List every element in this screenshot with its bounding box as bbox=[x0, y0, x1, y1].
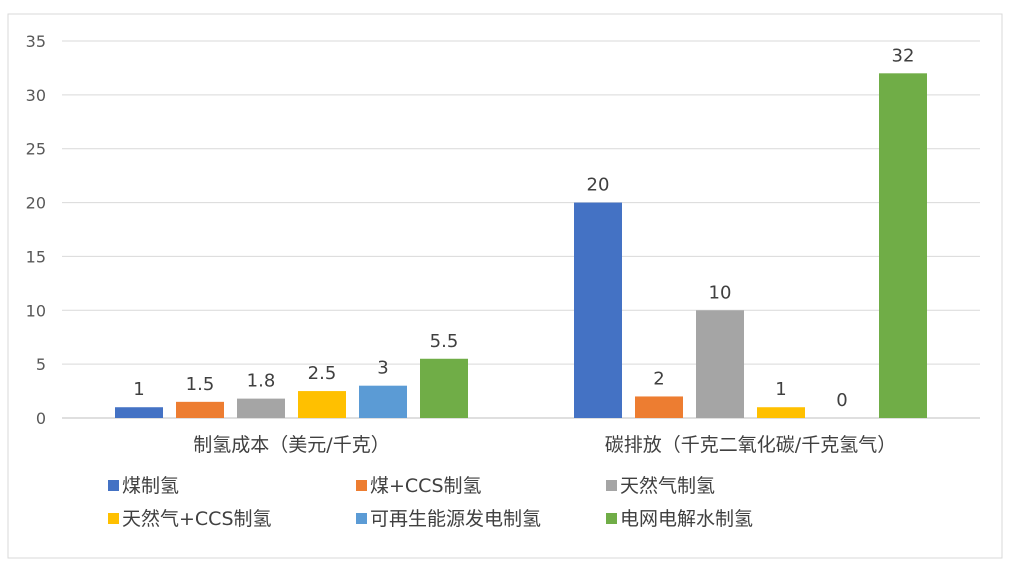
legend-swatch bbox=[606, 480, 617, 491]
legend-swatch bbox=[606, 513, 617, 524]
legend-swatch bbox=[356, 513, 367, 524]
bar bbox=[757, 407, 805, 418]
data-label: 1 bbox=[775, 379, 786, 400]
bar bbox=[298, 391, 346, 418]
category-label: 碳排放（千克二氧化碳/千克氢气） bbox=[605, 434, 896, 456]
bar bbox=[420, 358, 468, 418]
bar bbox=[176, 401, 224, 418]
y-tick-label: 25 bbox=[26, 140, 46, 159]
legend-label: 可再生能源发电制氢 bbox=[370, 508, 541, 530]
legend-label: 天然气制氢 bbox=[620, 475, 715, 497]
category-labels: 制氢成本（美元/千克） 碳排放（千克二氧化碳/千克氢气） bbox=[193, 434, 896, 456]
bar bbox=[574, 202, 622, 418]
data-label: 5.5 bbox=[430, 331, 459, 352]
legend-label: 天然气+CCS制氢 bbox=[122, 508, 272, 530]
bars bbox=[115, 73, 927, 419]
bar bbox=[635, 396, 683, 418]
data-label: 32 bbox=[892, 45, 915, 66]
bar bbox=[115, 407, 163, 418]
y-tick-label: 10 bbox=[26, 301, 46, 320]
legend-label: 煤+CCS制氢 bbox=[370, 475, 482, 497]
category-label: 制氢成本（美元/千克） bbox=[193, 434, 389, 456]
legend-label: 电网电解水制氢 bbox=[620, 508, 753, 530]
y-tick-label: 5 bbox=[36, 355, 46, 374]
y-tick-label: 35 bbox=[26, 32, 46, 51]
y-tick-label: 15 bbox=[26, 247, 46, 266]
y-axis-ticks: 0 5 10 15 20 25 30 35 bbox=[26, 32, 46, 428]
data-label: 1 bbox=[133, 379, 144, 400]
bar bbox=[879, 73, 927, 419]
legend-swatch bbox=[108, 480, 119, 491]
data-label: 0 bbox=[836, 390, 847, 411]
data-label: 1.5 bbox=[186, 374, 215, 395]
legend-swatch bbox=[108, 513, 119, 524]
y-tick-label: 20 bbox=[26, 194, 46, 213]
legend-swatch bbox=[356, 480, 367, 491]
bar bbox=[359, 385, 407, 418]
data-label: 3 bbox=[377, 358, 388, 379]
y-tick-label: 30 bbox=[26, 86, 46, 105]
legend-label: 煤制氢 bbox=[122, 475, 179, 497]
data-label: 2 bbox=[653, 368, 664, 389]
data-label: 1.8 bbox=[247, 371, 276, 392]
y-tick-label: 0 bbox=[36, 409, 46, 428]
data-label: 2.5 bbox=[308, 363, 337, 384]
data-label: 20 bbox=[587, 175, 610, 196]
data-label: 10 bbox=[709, 282, 732, 303]
bar bbox=[696, 310, 744, 418]
bar bbox=[237, 398, 285, 418]
